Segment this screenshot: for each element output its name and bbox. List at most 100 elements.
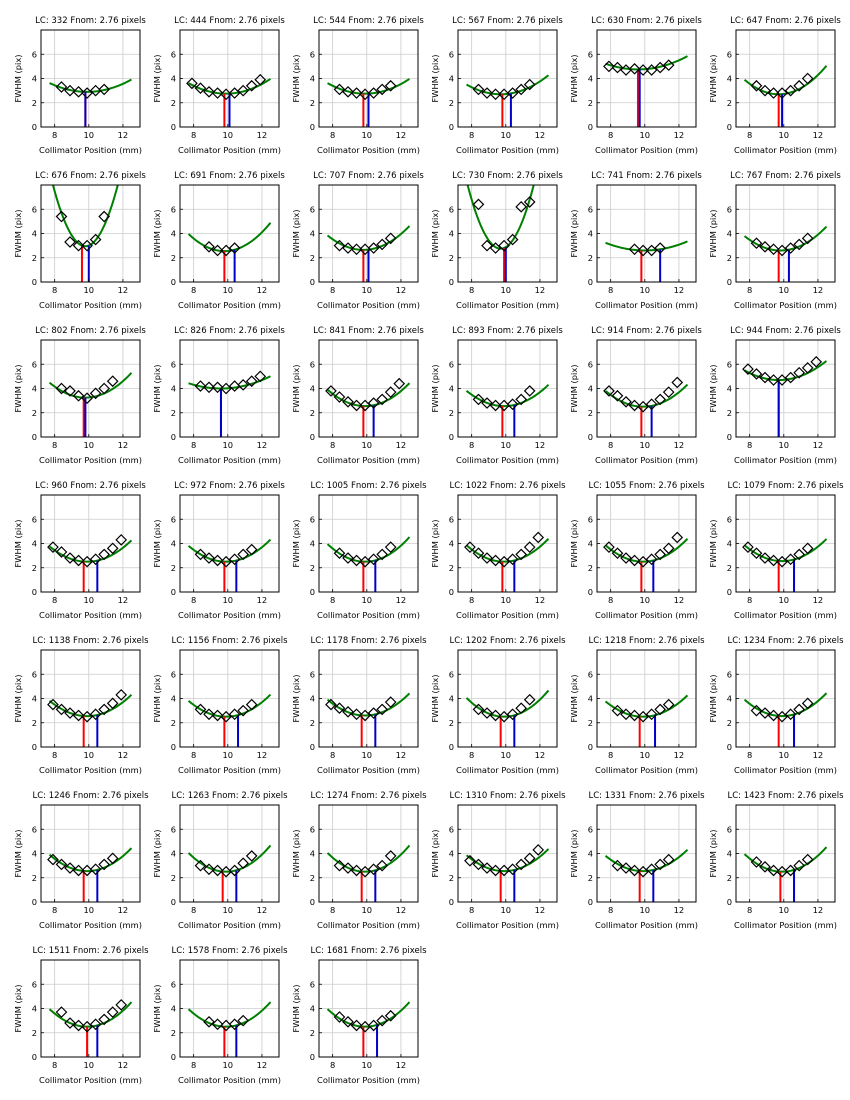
- panel-title: LC: 691 Fnom: 2.76 pixels: [174, 171, 285, 181]
- fit-curve: [187, 222, 272, 253]
- data-point: [55, 858, 68, 871]
- panel-title: LC: 1218 Fnom: 2.76 pixels: [588, 636, 705, 646]
- x-axis-label: Collimator Position (mm): [317, 765, 420, 775]
- y-tick-label: 4: [588, 384, 593, 394]
- x-tick-label: 10: [84, 595, 95, 605]
- x-tick-label: 10: [779, 130, 790, 140]
- y-tick-label: 2: [310, 98, 315, 108]
- data-point: [523, 693, 536, 706]
- panel-title: LC: 944 Fnom: 2.76 pixels: [730, 326, 841, 336]
- x-tick-label: 8: [608, 905, 613, 915]
- panel-title: LC: 1156 Fnom: 2.76 pixels: [171, 636, 288, 646]
- x-tick-label: 12: [674, 285, 685, 295]
- panel-title: LC: 1681 Fnom: 2.76 pixels: [310, 946, 427, 956]
- y-axis-label: FWHM (pix): [291, 830, 301, 878]
- data-point: [89, 1018, 102, 1031]
- data-point: [367, 553, 380, 566]
- y-axis-label: FWHM (pix): [569, 520, 579, 568]
- data-point: [620, 708, 632, 721]
- data-point: [64, 84, 76, 97]
- data-point: [767, 374, 780, 386]
- y-tick-label: 0: [588, 277, 593, 287]
- data-point: [333, 83, 346, 96]
- data-point: [384, 696, 397, 708]
- y-tick-label: 4: [171, 694, 176, 704]
- x-tick-label: 10: [362, 595, 373, 605]
- y-axis-label: FWHM (pix): [13, 675, 23, 723]
- x-tick-label: 8: [469, 440, 474, 450]
- data-point: [793, 859, 806, 872]
- data-point: [245, 698, 258, 711]
- y-axis-label: FWHM (pix): [291, 365, 301, 413]
- focus-panel-30: 8 10 12 0 2 4 6 LC: 1234 Fnom: 2.76 pixels Colli…: [708, 636, 844, 775]
- data-point: [203, 240, 215, 253]
- x-tick-label: 12: [535, 595, 546, 605]
- y-axis-label: FWHM (pix): [13, 210, 23, 258]
- x-axis-label: Collimator Position (mm): [39, 145, 142, 155]
- panel-title: LC: 914 Fnom: 2.76 pixels: [591, 326, 702, 336]
- y-tick-label: 2: [588, 98, 593, 108]
- data-point: [72, 239, 85, 252]
- y-tick-label: 2: [32, 873, 37, 883]
- data-point: [254, 73, 267, 86]
- focus-panel-29: 8 10 12 0 2 4 6 LC: 1218 Fnom: 2.76 pixels Colli…: [569, 636, 705, 775]
- data-point: [237, 704, 250, 717]
- x-axis-label: Collimator Position (mm): [39, 1075, 142, 1085]
- data-point: [472, 198, 485, 211]
- data-point: [220, 710, 232, 723]
- x-axis-label: Collimator Position (mm): [734, 300, 837, 310]
- data-point: [645, 708, 658, 721]
- x-tick-label: 8: [747, 130, 752, 140]
- y-tick-label: 6: [588, 669, 593, 679]
- y-tick-label: 2: [449, 563, 454, 573]
- y-tick-label: 4: [310, 384, 315, 394]
- fit-curve: [48, 847, 133, 873]
- y-tick-label: 6: [32, 669, 37, 679]
- data-point: [367, 87, 380, 99]
- y-tick-label: 2: [727, 253, 732, 263]
- panel-title: LC: 707 Fnom: 2.76 pixels: [313, 171, 424, 181]
- data-point: [759, 240, 771, 253]
- y-axis-label: FWHM (pix): [708, 210, 718, 258]
- data-point: [359, 709, 371, 722]
- panel-title: LC: 972 Fnom: 2.76 pixels: [174, 481, 285, 491]
- x-tick-label: 8: [52, 1060, 57, 1070]
- y-tick-label: 4: [588, 539, 593, 549]
- fit-curve: [326, 692, 411, 717]
- data-point: [637, 64, 649, 76]
- y-tick-label: 2: [32, 718, 37, 728]
- x-axis-label: Collimator Position (mm): [178, 455, 281, 465]
- panel-title: LC: 544 Fnom: 2.76 pixels: [313, 16, 424, 26]
- data-point: [654, 61, 667, 74]
- data-point: [350, 399, 363, 412]
- y-tick-label: 4: [171, 74, 176, 84]
- data-point: [662, 698, 675, 711]
- panel-title: LC: 1511 Fnom: 2.76 pixels: [32, 946, 149, 956]
- x-tick-label: 8: [52, 750, 57, 760]
- y-tick-label: 2: [310, 563, 315, 573]
- data-point: [637, 555, 649, 568]
- y-tick-label: 6: [171, 359, 176, 369]
- x-axis-label: Collimator Position (mm): [595, 455, 698, 465]
- data-point: [194, 859, 207, 872]
- y-tick-label: 2: [32, 98, 37, 108]
- fit-curve: [604, 694, 689, 718]
- data-point: [342, 1015, 354, 1028]
- x-tick-label: 8: [330, 1060, 335, 1070]
- y-tick-label: 0: [588, 432, 593, 442]
- data-point: [237, 1014, 250, 1027]
- x-tick-label: 12: [118, 440, 129, 450]
- data-point: [801, 362, 814, 374]
- data-point: [106, 542, 119, 555]
- data-point: [325, 385, 337, 397]
- data-point: [203, 381, 215, 394]
- focus-panel-14: 8 10 12 0 2 4 6 LC: 826 Fnom: 2.76 pixels Collim…: [152, 326, 285, 465]
- data-point: [237, 548, 250, 561]
- data-point: [245, 375, 258, 388]
- data-point: [489, 88, 502, 101]
- data-point: [515, 548, 528, 561]
- x-tick-label: 12: [396, 440, 407, 450]
- x-tick-label: 8: [191, 440, 196, 450]
- data-point: [532, 844, 545, 856]
- data-point: [784, 242, 797, 254]
